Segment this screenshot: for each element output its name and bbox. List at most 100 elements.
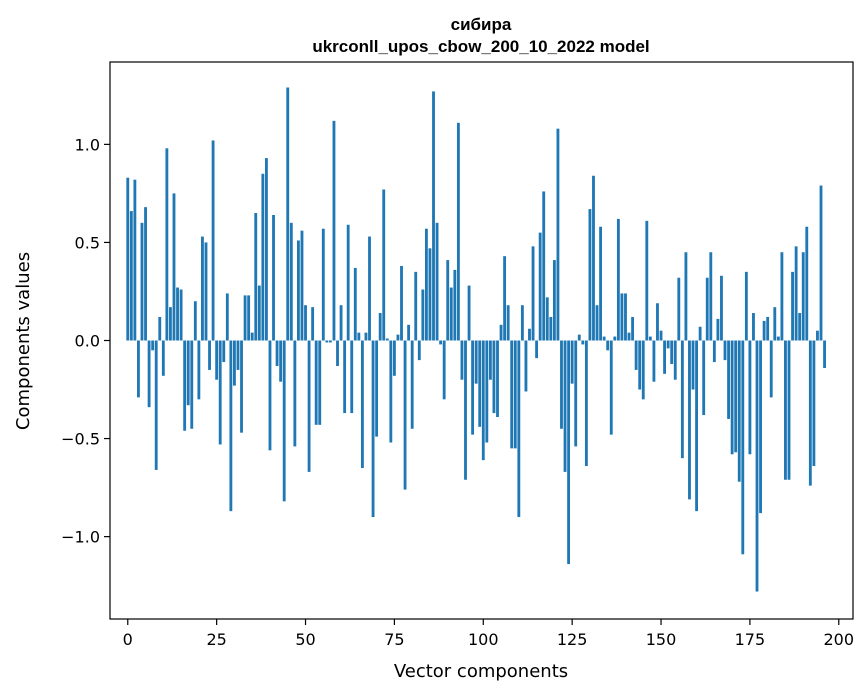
bar-119 <box>549 316 553 341</box>
bar-5 <box>144 207 147 341</box>
bar-38 <box>261 173 265 341</box>
bar-180 <box>766 316 770 341</box>
bar-185 <box>784 340 787 480</box>
bar-61 <box>343 340 347 414</box>
bar-157 <box>684 252 688 341</box>
bar-60 <box>339 305 343 341</box>
bar-17 <box>186 340 190 406</box>
bar-172 <box>737 340 741 482</box>
bar-54 <box>318 340 322 425</box>
bar-13 <box>172 193 176 341</box>
bar-series <box>126 87 826 592</box>
x-tick-label: 75 <box>384 630 404 649</box>
bar-159 <box>691 340 695 390</box>
bar-28 <box>225 293 229 341</box>
bar-79 <box>407 324 411 341</box>
bar-132 <box>595 305 599 341</box>
bar-88 <box>439 340 443 345</box>
bar-96 <box>467 285 471 341</box>
bar-33 <box>243 295 247 341</box>
bar-124 <box>567 340 571 565</box>
bar-83 <box>421 289 425 341</box>
x-tick-label: 50 <box>295 630 315 649</box>
bar-105 <box>499 324 503 341</box>
bar-165 <box>712 340 716 363</box>
bar-135 <box>606 340 610 351</box>
bar-74 <box>389 340 393 443</box>
bar-46 <box>289 222 293 341</box>
bar-2 <box>133 179 137 341</box>
bar-143 <box>634 340 638 370</box>
bar-131 <box>592 175 595 341</box>
bar-87 <box>435 222 439 341</box>
x-tick-label: 0 <box>123 630 133 649</box>
bar-78 <box>403 340 407 490</box>
bar-196 <box>823 340 826 368</box>
bar-167 <box>720 275 723 341</box>
bar-58 <box>332 120 336 341</box>
bar-55 <box>321 228 325 341</box>
bar-71 <box>378 313 382 341</box>
bar-128 <box>581 340 585 345</box>
bar-6 <box>147 340 151 408</box>
bar-192 <box>808 340 812 486</box>
bar-139 <box>620 293 624 341</box>
bar-99 <box>478 340 482 427</box>
bar-75 <box>392 340 396 376</box>
bar-8 <box>154 340 158 470</box>
bar-1 <box>129 211 133 341</box>
bar-146 <box>645 220 649 341</box>
bar-188 <box>794 246 798 341</box>
bar-89 <box>442 340 446 400</box>
bar-169 <box>727 340 730 419</box>
bar-52 <box>311 307 315 341</box>
bar-66 <box>360 340 364 468</box>
bar-56 <box>325 340 329 343</box>
bar-164 <box>709 252 713 341</box>
bar-19 <box>193 301 197 341</box>
bar-151 <box>663 340 666 374</box>
bar-94 <box>460 340 464 380</box>
bar-106 <box>503 256 507 341</box>
x-tick-label: 200 <box>824 630 855 649</box>
bar-191 <box>805 226 809 341</box>
bar-0 <box>126 177 130 341</box>
bar-114 <box>531 246 535 341</box>
bar-15 <box>179 289 183 341</box>
bar-141 <box>627 332 631 341</box>
bar-68 <box>368 236 371 341</box>
bar-82 <box>417 340 421 361</box>
bar-90 <box>446 260 450 341</box>
bar-32 <box>240 340 243 433</box>
bar-91 <box>449 287 453 341</box>
bar-137 <box>613 336 617 341</box>
bar-166 <box>716 318 720 341</box>
bar-130 <box>588 209 592 341</box>
x-tick-label: 150 <box>646 630 677 649</box>
bar-133 <box>599 226 603 341</box>
bar-150 <box>659 330 663 341</box>
bar-122 <box>560 340 563 429</box>
bar-120 <box>552 260 556 341</box>
bar-98 <box>474 340 478 384</box>
bar-3 <box>137 340 140 398</box>
bar-184 <box>780 252 784 341</box>
bar-182 <box>773 307 777 341</box>
bar-183 <box>776 336 780 341</box>
bar-190 <box>801 252 805 341</box>
bar-95 <box>464 340 467 480</box>
bar-39 <box>265 158 268 341</box>
bar-109 <box>513 340 517 449</box>
bar-161 <box>698 326 702 341</box>
bar-178 <box>759 340 762 514</box>
bar-76 <box>396 334 400 341</box>
bar-47 <box>293 340 297 447</box>
y-tick-label: −1.0 <box>61 528 100 547</box>
x-axis-ticks: 0 25 50 75 100 125 150 175 200 <box>123 619 854 649</box>
bar-30 <box>233 340 236 386</box>
bar-193 <box>812 340 816 467</box>
bar-171 <box>734 340 738 453</box>
bar-170 <box>730 340 734 455</box>
bar-175 <box>748 340 752 455</box>
